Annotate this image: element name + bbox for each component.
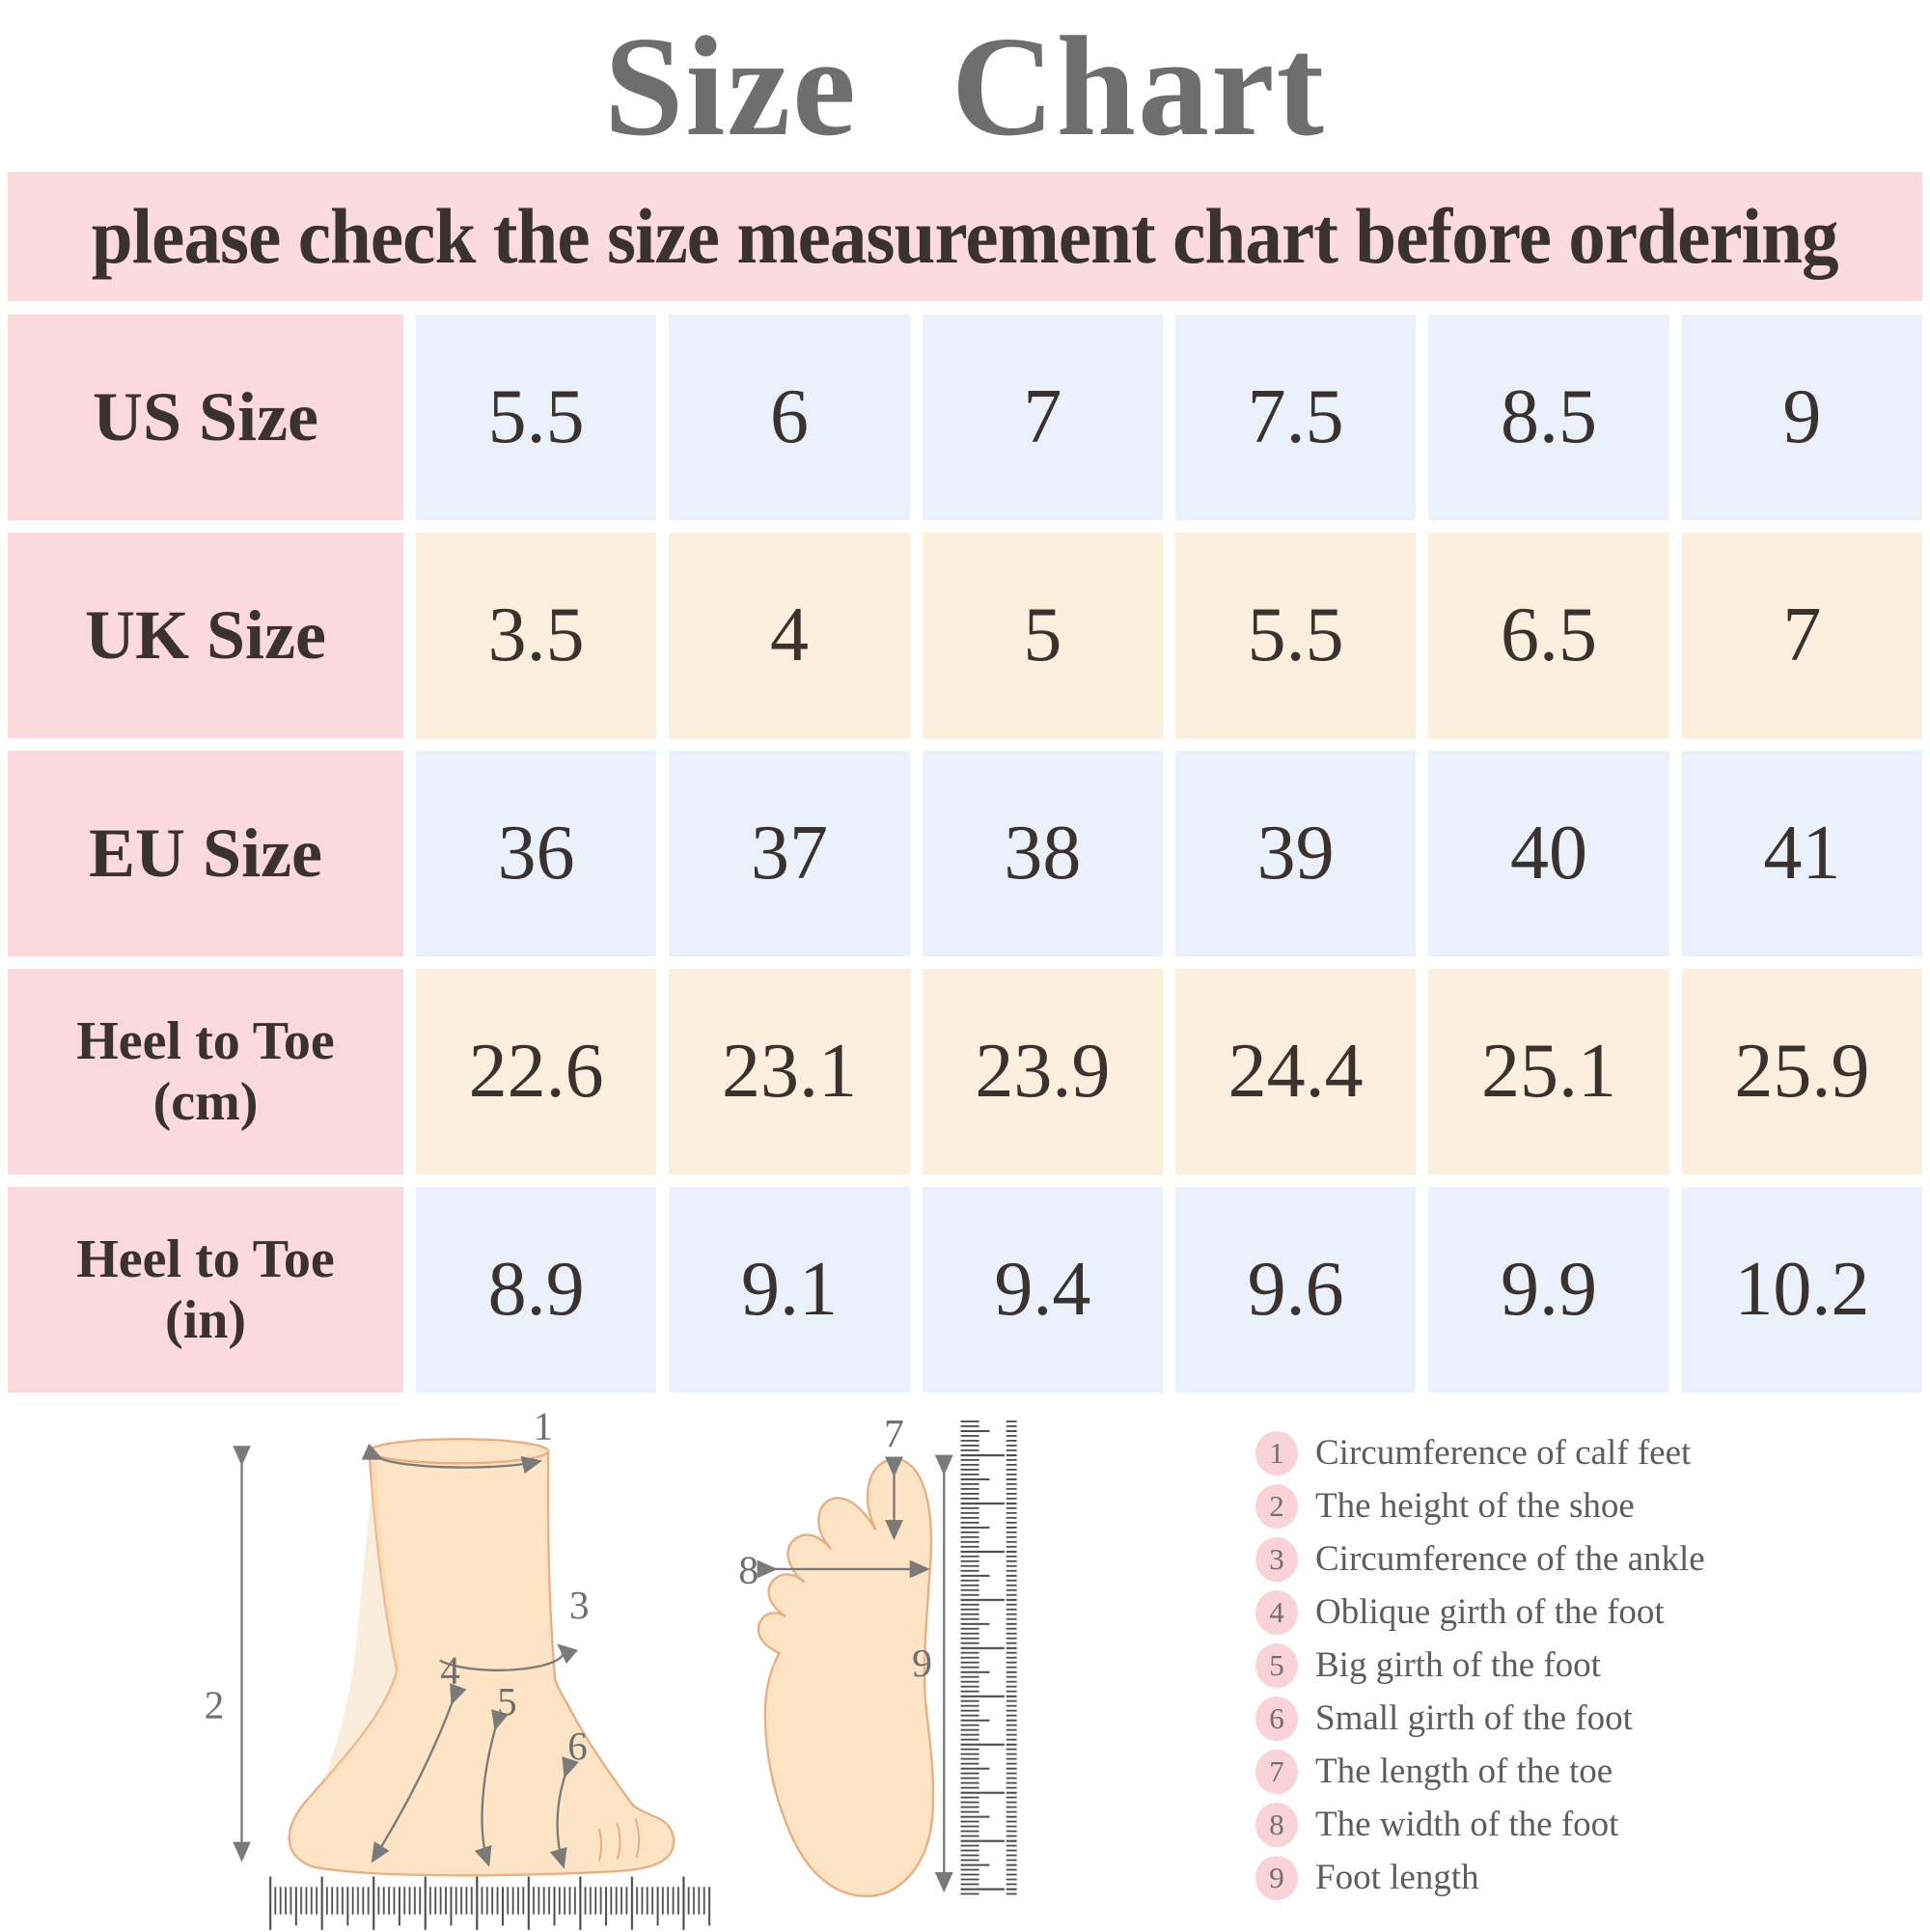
cell-us-size: 9 bbox=[1681, 315, 1922, 520]
legend-item: 8 The width of the foot bbox=[1255, 1803, 1705, 1847]
cell-heel-to-toe-cm: 25.9 bbox=[1681, 969, 1922, 1174]
cell-uk-size: 6.5 bbox=[1428, 533, 1669, 738]
legend-item-label: Oblique girth of the foot bbox=[1315, 1591, 1665, 1632]
marker-3: 3 bbox=[569, 1583, 590, 1627]
legend-item-label: The height of the shoe bbox=[1315, 1485, 1635, 1526]
legend-number-badge: 5 bbox=[1255, 1643, 1298, 1688]
measurement-section: 1 2 3 4 5 6 bbox=[0, 1406, 1930, 1932]
page-title: Size Chart bbox=[604, 8, 1326, 166]
legend-item: 3 Circumference of the ankle bbox=[1255, 1537, 1705, 1582]
measurement-legend: 1 Circumference of calf feet 2 The heigh… bbox=[1255, 1406, 1705, 1909]
legend-item: 5 Big girth of the foot bbox=[1255, 1643, 1705, 1688]
cell-heel-to-toe-cm: 23.9 bbox=[922, 969, 1163, 1174]
cell-uk-size: 5.5 bbox=[1174, 533, 1417, 738]
cell-us-size: 5.5 bbox=[416, 315, 657, 520]
legend-item-label: The length of the toe bbox=[1315, 1751, 1613, 1791]
row-header-uk-size: UK Size bbox=[8, 533, 403, 738]
marker-6: 6 bbox=[567, 1724, 588, 1768]
legend-number-badge: 4 bbox=[1255, 1590, 1298, 1635]
legend-number-badge: 3 bbox=[1255, 1537, 1298, 1582]
cell-heel-to-toe-cm: 24.4 bbox=[1174, 969, 1417, 1174]
legend-item-label: Circumference of the ankle bbox=[1315, 1538, 1705, 1579]
marker-4: 4 bbox=[440, 1648, 460, 1693]
notice-banner: please check the size measurement chart … bbox=[8, 172, 1922, 301]
foot-sole-view-svg: 7 8 9 bbox=[738, 1412, 1017, 1898]
legend-item: 7 The length of the toe bbox=[1255, 1750, 1705, 1794]
legend-number-badge: 2 bbox=[1255, 1484, 1298, 1529]
horizontal-ruler bbox=[269, 1876, 712, 1930]
marker-5: 5 bbox=[497, 1679, 517, 1724]
legend-number-badge: 6 bbox=[1255, 1697, 1298, 1741]
legend-number-badge: 1 bbox=[1255, 1431, 1298, 1476]
cell-uk-size: 5 bbox=[922, 533, 1163, 738]
oblique-girth-arc bbox=[371, 1683, 467, 1863]
cell-heel-to-toe-in: 9.4 bbox=[922, 1187, 1163, 1393]
legend-item-label: Big girth of the foot bbox=[1315, 1644, 1601, 1685]
legend-item: 9 Foot length bbox=[1255, 1856, 1705, 1900]
legend-item-label: The width of the foot bbox=[1315, 1804, 1619, 1844]
cell-uk-size: 3.5 bbox=[416, 533, 657, 738]
cell-heel-to-toe-in: 10.2 bbox=[1681, 1187, 1922, 1393]
legend-number-badge: 7 bbox=[1255, 1750, 1298, 1794]
cell-uk-size: 7 bbox=[1681, 533, 1922, 738]
big-girth-arc bbox=[474, 1709, 510, 1867]
vertical-ruler bbox=[960, 1420, 1017, 1898]
cell-heel-to-toe-cm: 22.6 bbox=[416, 969, 657, 1174]
row-header-eu-size: EU Size bbox=[8, 751, 403, 956]
legend-item: 6 Small girth of the foot bbox=[1255, 1697, 1705, 1741]
legend-item-label: Small girth of the foot bbox=[1315, 1697, 1633, 1738]
cell-eu-size: 38 bbox=[922, 751, 1163, 956]
cell-uk-size: 4 bbox=[669, 533, 910, 738]
sole-foot-shape bbox=[757, 1457, 935, 1897]
foot-sole-view-diagram: 7 8 9 bbox=[726, 1406, 1024, 1932]
legend-item-label: Circumference of calf feet bbox=[1315, 1432, 1692, 1473]
marker-1: 1 bbox=[534, 1406, 554, 1448]
toe-creases bbox=[597, 1817, 641, 1862]
legend-item: 2 The height of the shoe bbox=[1255, 1484, 1705, 1529]
notice-banner-text: please check the size measurement chart … bbox=[92, 192, 1839, 280]
cell-eu-size: 41 bbox=[1681, 751, 1922, 956]
marker-9: 9 bbox=[912, 1642, 932, 1686]
cell-heel-to-toe-in: 8.9 bbox=[416, 1187, 657, 1393]
marker-2: 2 bbox=[205, 1682, 225, 1726]
cell-heel-to-toe-in: 9.9 bbox=[1428, 1187, 1669, 1393]
legend-item-label: Foot length bbox=[1315, 1857, 1479, 1897]
size-table: US Size 5.5 6 7 7.5 8.5 9 UK Size 3.5 4 5 5.5 6.5 7 EU… bbox=[8, 315, 1922, 1393]
legend-number-badge: 9 bbox=[1255, 1856, 1298, 1900]
cell-eu-size: 37 bbox=[669, 751, 910, 956]
row-header-heel-to-toe-cm: Heel to Toe (cm) bbox=[8, 969, 403, 1174]
foot-side-view-svg: 1 2 3 4 5 6 bbox=[205, 1406, 712, 1930]
calf-girth-arc bbox=[361, 1443, 543, 1475]
cell-heel-to-toe-in: 9.6 bbox=[1174, 1187, 1417, 1393]
marker-8: 8 bbox=[738, 1548, 758, 1592]
row-header-heel-to-toe-in: Heel to Toe (in) bbox=[8, 1187, 403, 1393]
cell-us-size: 7.5 bbox=[1174, 315, 1417, 520]
calf-top-ellipse bbox=[368, 1438, 550, 1465]
small-girth-arc bbox=[549, 1756, 579, 1869]
cell-us-size: 7 bbox=[922, 315, 1163, 520]
cell-heel-to-toe-in: 9.1 bbox=[669, 1187, 910, 1393]
cell-eu-size: 36 bbox=[416, 751, 657, 956]
cell-us-size: 6 bbox=[669, 315, 910, 520]
cell-eu-size: 39 bbox=[1174, 751, 1417, 956]
cell-heel-to-toe-cm: 23.1 bbox=[669, 969, 910, 1174]
cell-heel-to-toe-cm: 25.1 bbox=[1428, 969, 1669, 1174]
legend-item: 1 Circumference of calf feet bbox=[1255, 1431, 1705, 1476]
cell-us-size: 8.5 bbox=[1428, 315, 1669, 520]
row-header-us-size: US Size bbox=[8, 315, 403, 520]
legend-number-badge: 8 bbox=[1255, 1803, 1298, 1847]
foot-side-view-diagram: 1 2 3 4 5 6 bbox=[166, 1406, 726, 1932]
ankle-girth-arc bbox=[439, 1643, 579, 1671]
cell-eu-size: 40 bbox=[1428, 751, 1669, 956]
marker-7: 7 bbox=[884, 1412, 904, 1456]
legend-item: 4 Oblique girth of the foot bbox=[1255, 1590, 1705, 1635]
